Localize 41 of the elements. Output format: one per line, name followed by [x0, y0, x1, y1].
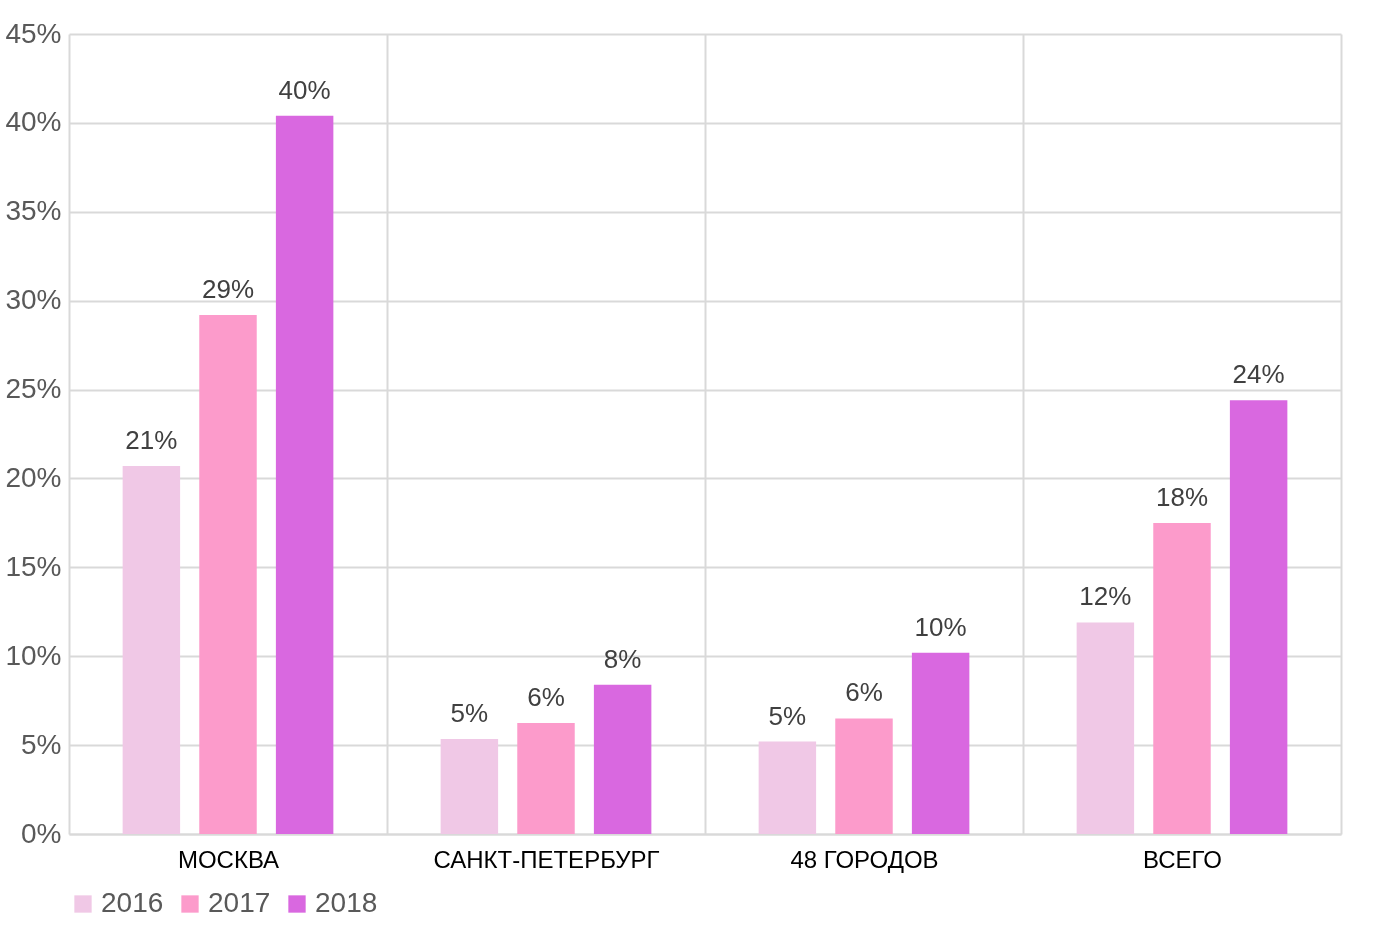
y-tick-label: 10%	[5, 639, 62, 671]
y-tick-label: 5%	[21, 728, 62, 760]
bar	[275, 115, 334, 834]
x-tick-label: ВСЕГО	[1143, 845, 1222, 873]
bar	[517, 722, 575, 834]
y-tick-label: 25%	[5, 373, 62, 405]
data-label: 29%	[201, 273, 255, 304]
y-tick-label: 40%	[5, 106, 62, 138]
y-tick-label: 20%	[5, 461, 62, 493]
data-label: 40%	[278, 74, 331, 105]
data-label: 5%	[768, 700, 807, 731]
bar	[758, 741, 817, 834]
data-label: 5%	[450, 697, 489, 728]
y-tick-label: 15%	[5, 550, 62, 582]
data-label: 8%	[603, 643, 642, 674]
bar	[122, 466, 181, 834]
bar	[1229, 400, 1288, 834]
x-tick-label: 48 ГОРОДОВ	[790, 845, 939, 873]
bar	[911, 652, 970, 834]
data-label: 21%	[125, 425, 178, 455]
y-tick-label: 30%	[5, 284, 62, 316]
legend-label: 2016	[101, 887, 164, 918]
legend-label: 2018	[315, 887, 378, 918]
bar	[1076, 622, 1135, 834]
legend-label: 2017	[208, 887, 271, 918]
data-label: 6%	[527, 681, 565, 712]
data-label: 18%	[1155, 481, 1209, 512]
y-tick-label: 0%	[21, 817, 62, 849]
bar	[440, 738, 499, 834]
data-label: 24%	[1232, 359, 1285, 390]
y-tick-label: 45%	[5, 17, 62, 49]
data-label: 12%	[1079, 581, 1132, 612]
data-label: 6%	[845, 677, 883, 708]
x-tick-label: САНКТ-ПЕТЕРБУРГ	[433, 845, 660, 873]
bar	[1153, 522, 1211, 834]
bar	[593, 684, 652, 834]
bar	[199, 314, 257, 834]
y-tick-label: 35%	[5, 195, 62, 227]
data-label: 10%	[914, 611, 967, 642]
bar	[835, 718, 893, 834]
x-tick-label: МОСКВА	[177, 845, 280, 873]
